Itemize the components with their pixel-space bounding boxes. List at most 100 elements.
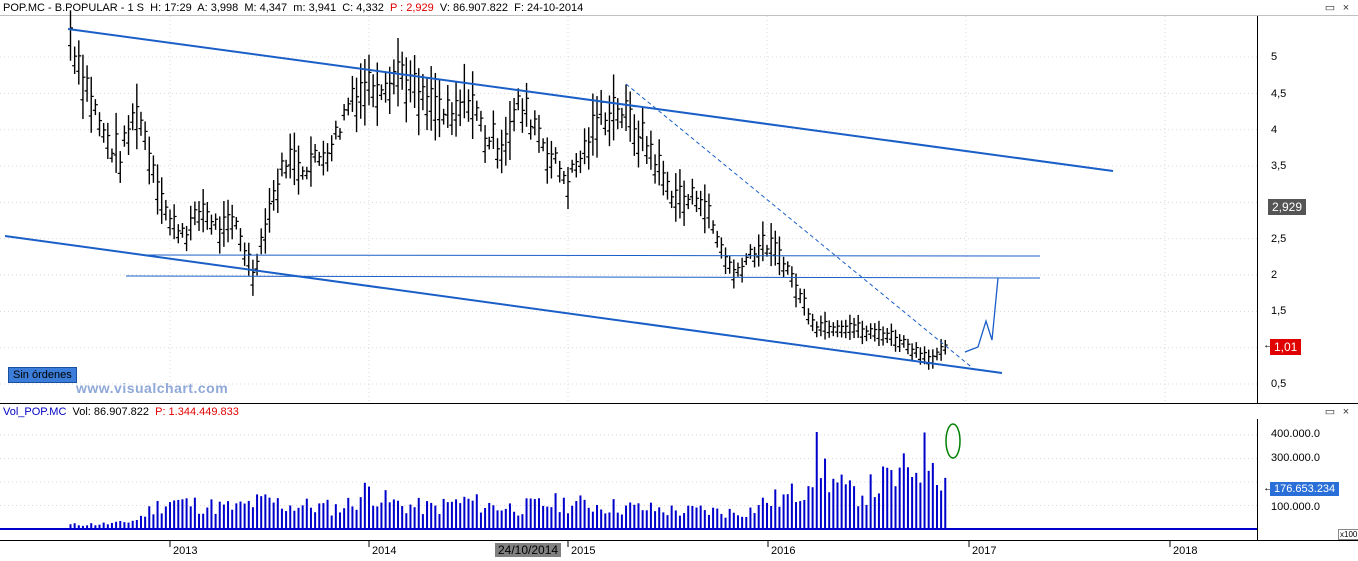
volume-bar: [214, 513, 217, 529]
price-bar: [341, 103, 347, 121]
volume-bar: [542, 505, 545, 529]
volume-bar: [562, 497, 565, 529]
volume-bar: [625, 505, 628, 529]
price-bar: [851, 317, 857, 339]
volume-bar: [330, 515, 333, 529]
price-bar: [482, 125, 488, 163]
restore-icon[interactable]: ▭: [1324, 2, 1336, 14]
volume-bar: [276, 498, 279, 529]
price-bar: [474, 100, 480, 121]
volume-bar: [123, 522, 126, 529]
price-bar: [192, 201, 198, 226]
price-tick: 1,5: [1271, 305, 1287, 317]
price-chart[interactable]: [0, 0, 1358, 404]
price-bar: [801, 288, 807, 316]
volume-bar: [741, 516, 744, 529]
volume-bar: [139, 515, 142, 529]
price-bar: [221, 201, 227, 247]
scale-tag: x100: [1338, 529, 1358, 540]
price-bar: [859, 320, 865, 345]
price-bar: [68, 10, 73, 61]
price-bar: [399, 51, 405, 90]
price-bar: [913, 342, 919, 358]
price-bar: [155, 164, 161, 215]
price-bar: [213, 213, 219, 230]
price-bar: [130, 103, 136, 131]
volume-bar: [604, 513, 607, 529]
volume-bar: [110, 522, 113, 529]
volume-bar: [450, 501, 453, 529]
restore-icon[interactable]: ▭: [1324, 406, 1336, 418]
price-bar: [337, 128, 343, 140]
volume-bar: [828, 492, 831, 529]
volume-bar: [691, 505, 694, 529]
price-bar: [880, 326, 886, 346]
price-bar: [374, 62, 380, 126]
price-series: [68, 10, 948, 370]
volume-bar: [596, 505, 599, 529]
price-bar: [503, 116, 509, 166]
volume-bar: [799, 501, 802, 529]
volume-bar: [683, 513, 686, 529]
volume-chart[interactable]: [0, 404, 1358, 541]
volume-bar: [376, 506, 379, 529]
price-bar: [706, 193, 712, 229]
price-bar: [267, 188, 272, 233]
price-bar: [233, 217, 239, 230]
volume-bar: [488, 502, 491, 529]
price-bar: [930, 349, 936, 369]
price-bar: [710, 220, 716, 234]
volume-bar: [832, 478, 835, 529]
volume-bar: [537, 498, 540, 529]
volume-panel[interactable]: Vol_POP.MC Vol: 86.907.822 P: 1.344.449.…: [0, 404, 1358, 541]
price-bar: [279, 152, 285, 177]
volume-bar: [927, 470, 930, 529]
price-bar: [416, 68, 422, 136]
price-bar: [582, 128, 588, 165]
price-bar: [412, 55, 418, 109]
volume-bar: [492, 505, 495, 529]
volume-bar: [81, 525, 84, 529]
volume-bar: [815, 431, 818, 529]
orders-button[interactable]: Sin órdenes: [8, 367, 77, 383]
volume-bar: [749, 507, 752, 529]
price-bar: [847, 314, 853, 340]
price-bar: [478, 110, 484, 132]
price-panel[interactable]: POP.MC - B.POPULAR - 1 S H: 17:29 A: 3,9…: [0, 0, 1358, 404]
volume-bar: [504, 508, 507, 529]
volume-bar: [695, 507, 698, 529]
price-bar: [461, 63, 467, 119]
price-bar: [810, 313, 816, 332]
support-line-1: [144, 254, 1041, 257]
year-label: 2014: [372, 545, 397, 557]
close-icon[interactable]: ×: [1342, 2, 1350, 14]
volume-bar: [222, 504, 225, 529]
volume-bar: [500, 510, 503, 529]
price-bar: [466, 89, 471, 122]
price-bar: [826, 320, 832, 338]
price-bar: [764, 244, 770, 257]
price-bar: [731, 259, 737, 289]
volume-bar: [716, 508, 719, 529]
price-bar: [789, 266, 795, 288]
volume-bar: [525, 498, 528, 529]
volume-bar: [185, 498, 188, 529]
price-bar: [325, 143, 331, 172]
price-tick: 0,5: [1271, 378, 1287, 390]
price-bar: [246, 242, 252, 276]
price-header: POP.MC - B.POPULAR - 1 S H: 17:29 A: 3,9…: [3, 2, 583, 14]
close-icon[interactable]: ×: [1342, 406, 1350, 418]
price-bar: [184, 225, 190, 252]
volume-bar: [674, 510, 677, 529]
price-bar: [486, 136, 492, 150]
price-bar: [544, 137, 550, 184]
price-bar: [200, 189, 206, 233]
price-bar: [428, 66, 434, 131]
last-price-badge: 1,01: [1270, 339, 1302, 355]
price-bar: [727, 256, 733, 274]
price-bar: [254, 253, 260, 276]
price-bar: [470, 71, 476, 140]
price-bar: [540, 138, 546, 152]
price-bar: [432, 72, 438, 141]
price-bar: [781, 256, 787, 277]
